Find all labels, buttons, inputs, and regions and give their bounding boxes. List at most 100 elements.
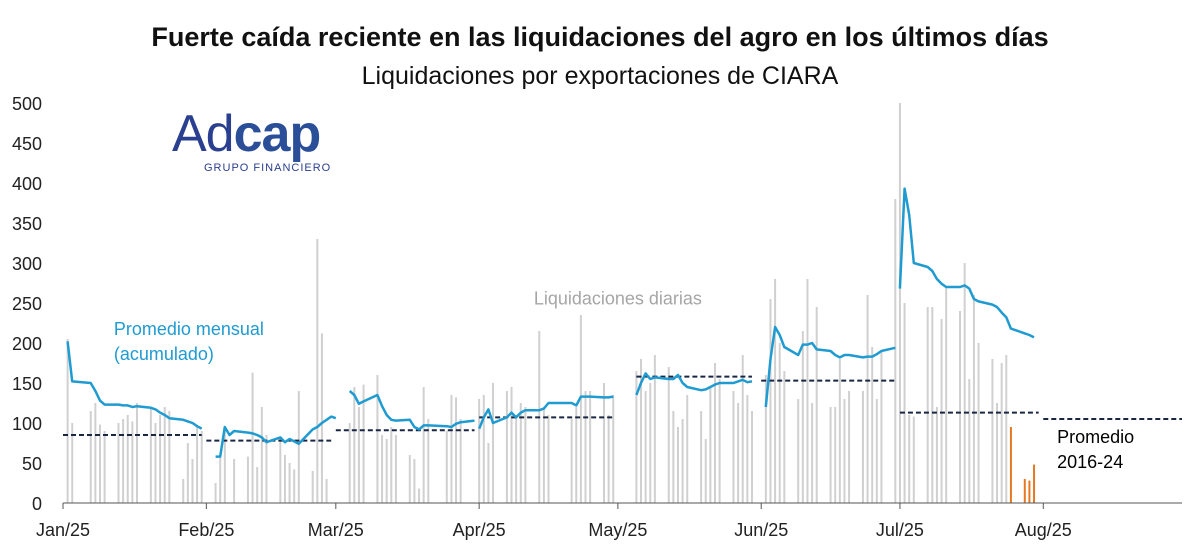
- daily-bar: [737, 403, 740, 503]
- daily-bar: [385, 439, 388, 503]
- daily-bar: [117, 423, 120, 503]
- daily-bar: [159, 415, 162, 503]
- daily-bar: [935, 407, 938, 503]
- daily-bar: [413, 459, 416, 503]
- y-tick-label: 500: [12, 94, 42, 114]
- daily-bar: [612, 395, 615, 503]
- daily-bar: [381, 435, 384, 503]
- daily-bar: [66, 339, 69, 503]
- daily-bar: [778, 343, 781, 503]
- daily-bar: [311, 471, 314, 503]
- daily-bar: [709, 387, 712, 503]
- daily-bar: [279, 439, 282, 503]
- daily-bar: [297, 391, 300, 503]
- daily-bar: [288, 463, 291, 503]
- x-tick-label: Mar/25: [308, 520, 364, 540]
- x-tick-label: Jun/25: [734, 520, 788, 540]
- daily-bar: [848, 391, 851, 503]
- daily-bar: [811, 403, 814, 503]
- daily-bar: [422, 387, 425, 503]
- daily-bar: [718, 379, 721, 503]
- daily-bar: [750, 411, 753, 503]
- daily-bar: [492, 383, 495, 503]
- y-tick-label: 400: [12, 174, 42, 194]
- daily-bar: [89, 411, 92, 503]
- daily-bar: [940, 319, 943, 503]
- daily-bar: [801, 331, 804, 503]
- cumulative-line: [635, 372, 753, 396]
- daily-bar: [394, 435, 397, 503]
- daily-bar: [931, 307, 934, 503]
- cumulative-annotation: (acumulado): [114, 344, 214, 364]
- daily-bar: [991, 359, 994, 503]
- daily-bar: [908, 415, 911, 503]
- daily-bar: [667, 367, 670, 503]
- daily-bar: [972, 295, 975, 503]
- daily-bar: [912, 416, 915, 503]
- daily-bar: [71, 423, 74, 503]
- daily-bar: [103, 431, 106, 503]
- y-tick-label: 200: [12, 334, 42, 354]
- daily-bar: [98, 424, 101, 503]
- daily-bar: [843, 399, 846, 503]
- cumulative-line: [478, 395, 614, 430]
- daily-bar: [283, 455, 286, 503]
- daily-annotation: Liquidaciones diarias: [534, 289, 702, 309]
- daily-bar: [256, 467, 259, 503]
- daily-bar: [348, 423, 351, 503]
- daily-bar: [996, 403, 999, 503]
- daily-bar: [783, 371, 786, 503]
- daily-bar: [163, 407, 166, 503]
- daily-bar: [589, 391, 592, 503]
- daily-bar: [963, 263, 966, 503]
- daily-bar: [774, 279, 777, 503]
- daily-bar: [445, 431, 448, 503]
- daily-bar: [579, 315, 582, 503]
- daily-bar: [316, 239, 319, 503]
- daily-bar: [154, 423, 157, 503]
- daily-bar: [584, 391, 587, 503]
- daily-bar: [219, 455, 222, 503]
- daily-bar: [265, 435, 268, 503]
- daily-bar: [362, 384, 365, 503]
- daily-bar: [547, 415, 550, 503]
- daily-bar: [455, 397, 458, 503]
- daily-bar: [635, 371, 638, 503]
- daily-bar: [815, 307, 818, 503]
- daily-bar: [945, 287, 948, 503]
- cumulative-line: [215, 415, 337, 458]
- daily-bar: [487, 443, 490, 503]
- daily-bar: [894, 199, 897, 503]
- daily-bar: [214, 483, 217, 503]
- daily-bar: [838, 359, 841, 503]
- daily-bar: [732, 391, 735, 503]
- daily-bar: [196, 427, 199, 503]
- daily-bar: [519, 403, 522, 503]
- recent-bar: [1033, 464, 1036, 503]
- daily-bar: [233, 459, 236, 503]
- daily-bar: [478, 399, 481, 503]
- daily-bar: [903, 303, 906, 503]
- daily-bar: [482, 395, 485, 503]
- daily-bar: [223, 431, 226, 503]
- daily-bar: [94, 403, 97, 503]
- daily-bar: [686, 395, 689, 503]
- y-tick-label: 50: [22, 454, 42, 474]
- cumulative-annotation: Promedio mensual: [114, 319, 264, 339]
- cumulative-line: [898, 187, 1035, 339]
- daily-bar: [376, 375, 379, 503]
- hist_avg-annotation: 2016-24: [1057, 452, 1123, 472]
- daily-bar: [570, 419, 573, 503]
- daily-bar: [182, 479, 185, 503]
- daily-bar: [260, 407, 263, 503]
- cumulative-line: [764, 325, 896, 408]
- daily-bar: [149, 407, 152, 503]
- daily-bar: [524, 407, 527, 503]
- y-tick-label: 350: [12, 214, 42, 234]
- daily-bar: [510, 387, 513, 503]
- daily-bar: [293, 469, 296, 503]
- daily-bar: [505, 391, 508, 503]
- daily-bar: [653, 355, 656, 503]
- y-tick-label: 150: [12, 374, 42, 394]
- x-tick-label: Jul/25: [876, 520, 924, 540]
